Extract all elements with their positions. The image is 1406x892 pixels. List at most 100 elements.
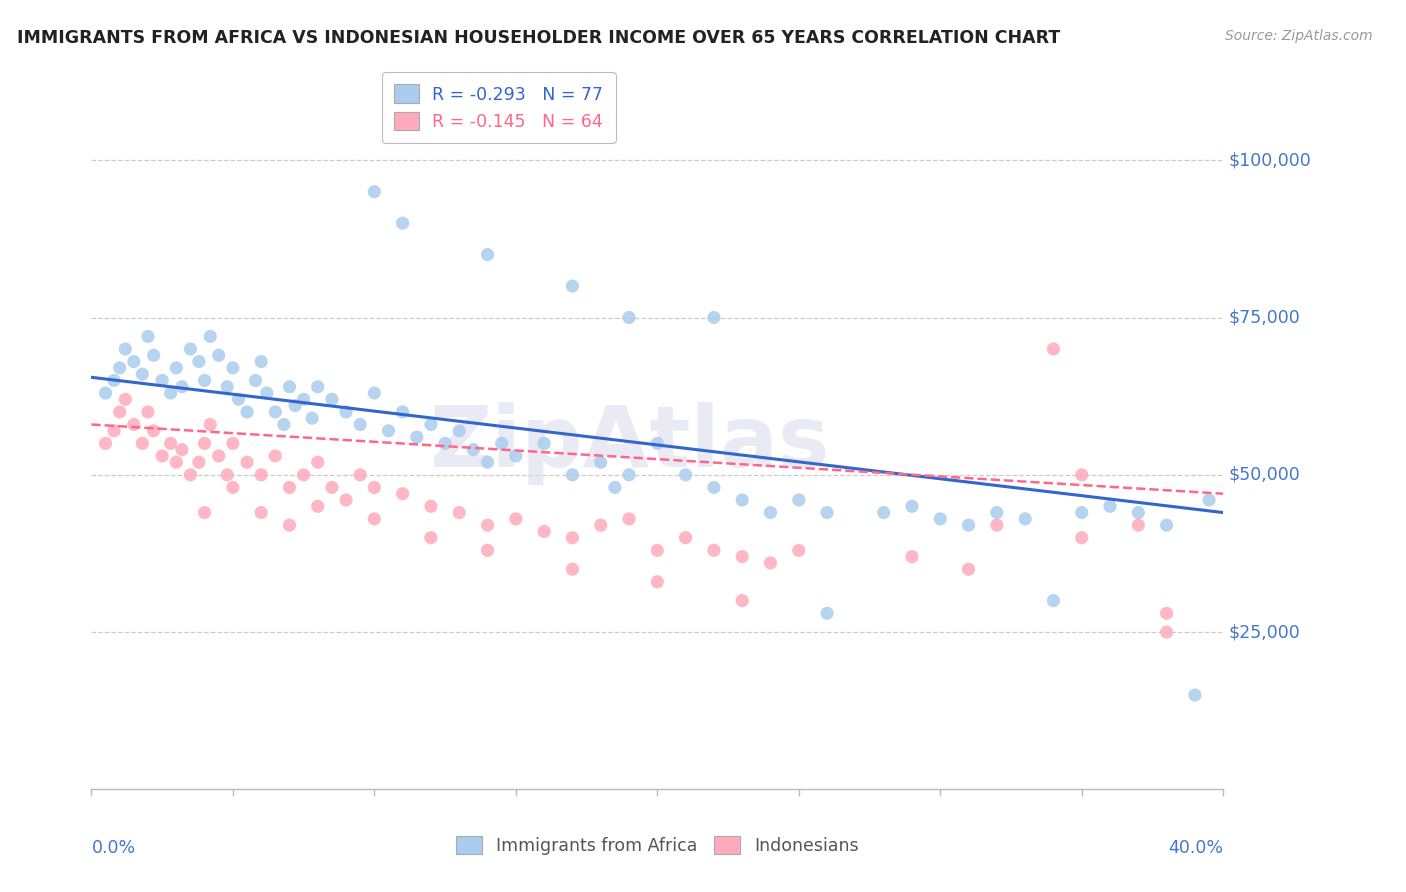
Point	[645, 574, 668, 589]
Point	[307, 455, 329, 469]
Point	[200, 329, 222, 343]
Point	[292, 467, 315, 482]
Point	[419, 500, 441, 514]
Point	[222, 436, 245, 450]
Point	[250, 467, 273, 482]
Point	[589, 518, 612, 533]
Point	[731, 593, 754, 607]
Point	[589, 455, 612, 469]
Point	[278, 380, 301, 394]
Point	[533, 524, 555, 539]
Point	[108, 360, 131, 375]
Point	[114, 342, 136, 356]
Point	[363, 480, 385, 494]
Point	[321, 392, 343, 407]
Point	[617, 467, 640, 482]
Point	[245, 374, 267, 388]
Point	[335, 405, 357, 419]
Point	[759, 556, 782, 570]
Point	[284, 399, 307, 413]
Point	[159, 436, 181, 450]
Point	[477, 543, 499, 558]
Point	[150, 374, 173, 388]
Point	[1098, 500, 1121, 514]
Point	[377, 424, 399, 438]
Point	[1042, 342, 1064, 356]
Point	[264, 449, 287, 463]
Point	[1070, 506, 1092, 520]
Point	[675, 467, 697, 482]
Point	[449, 424, 471, 438]
Legend: Immigrants from Africa, Indonesians: Immigrants from Africa, Indonesians	[449, 829, 866, 862]
Point	[477, 247, 499, 261]
Point	[1198, 493, 1220, 508]
Point	[1184, 688, 1206, 702]
Point	[1156, 607, 1178, 621]
Point	[131, 367, 153, 381]
Point	[150, 449, 173, 463]
Point	[1014, 512, 1036, 526]
Point	[193, 436, 217, 450]
Point	[278, 480, 301, 494]
Point	[391, 486, 413, 500]
Point	[449, 506, 471, 520]
Point	[236, 405, 259, 419]
Point	[217, 380, 239, 394]
Point	[419, 417, 441, 432]
Point	[391, 216, 413, 230]
Point	[703, 543, 725, 558]
Text: $100,000: $100,000	[1229, 152, 1312, 169]
Point	[159, 386, 181, 401]
Point	[872, 506, 894, 520]
Point	[957, 562, 980, 576]
Point	[731, 493, 754, 508]
Point	[533, 436, 555, 450]
Point	[136, 405, 159, 419]
Point	[901, 500, 924, 514]
Point	[136, 329, 159, 343]
Point	[363, 512, 385, 526]
Point	[301, 411, 323, 425]
Point	[94, 386, 117, 401]
Point	[1042, 593, 1064, 607]
Point	[307, 500, 329, 514]
Point	[505, 449, 527, 463]
Point	[292, 392, 315, 407]
Point	[1156, 518, 1178, 533]
Point	[703, 480, 725, 494]
Point	[561, 531, 583, 545]
Point	[273, 417, 295, 432]
Point	[815, 506, 838, 520]
Point	[114, 392, 136, 407]
Point	[986, 518, 1008, 533]
Point	[335, 493, 357, 508]
Point	[217, 467, 239, 482]
Point	[703, 310, 725, 325]
Point	[142, 348, 165, 362]
Text: 0.0%: 0.0%	[91, 838, 135, 856]
Point	[200, 417, 222, 432]
Point	[165, 455, 187, 469]
Point	[179, 467, 201, 482]
Point	[957, 518, 980, 533]
Point	[122, 354, 145, 368]
Point	[617, 512, 640, 526]
Text: $25,000: $25,000	[1229, 624, 1301, 641]
Point	[1128, 506, 1150, 520]
Point	[236, 455, 259, 469]
Point	[349, 467, 371, 482]
Point	[222, 480, 245, 494]
Point	[1070, 531, 1092, 545]
Point	[193, 374, 217, 388]
Point	[645, 436, 668, 450]
Point	[986, 506, 1008, 520]
Point	[187, 455, 209, 469]
Point	[1070, 467, 1092, 482]
Point	[815, 607, 838, 621]
Point	[165, 360, 187, 375]
Point	[179, 342, 201, 356]
Text: $75,000: $75,000	[1229, 309, 1301, 326]
Point	[787, 493, 810, 508]
Point	[645, 543, 668, 558]
Point	[321, 480, 343, 494]
